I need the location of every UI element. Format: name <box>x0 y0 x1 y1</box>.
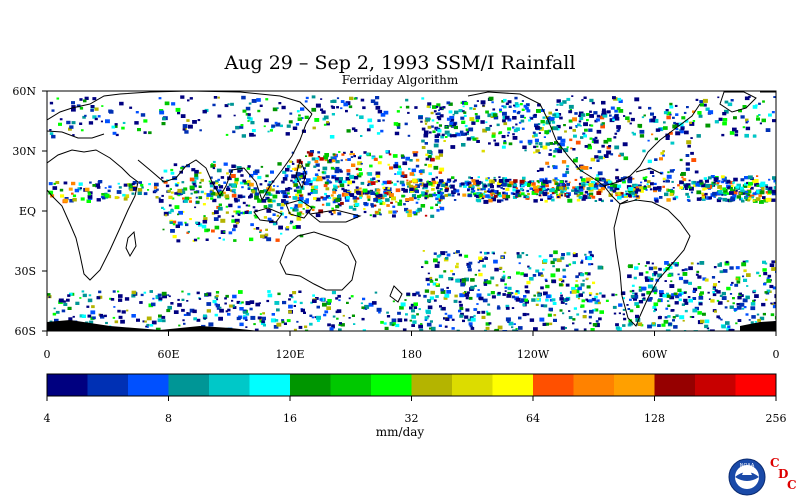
precip-field <box>47 95 776 331</box>
colorbar-swatch <box>452 374 493 396</box>
colorbar-swatch <box>168 374 210 396</box>
lon-label: 0 <box>773 348 780 361</box>
lon-label: 0 <box>44 348 51 361</box>
lon-label: 60W <box>642 348 668 361</box>
lat-label: EQ <box>19 205 36 218</box>
colorbar <box>46 373 777 397</box>
colorbar-swatch <box>735 374 777 396</box>
colorbar-swatch <box>128 374 169 396</box>
colorbar-swatch <box>492 374 534 396</box>
colorbar-label: 8 <box>165 412 172 425</box>
noaa-logo: NOAA <box>728 458 766 496</box>
colorbar-unit: mm/day <box>375 425 425 439</box>
colorbar-swatch <box>290 374 331 396</box>
colorbar-swatch <box>249 374 291 396</box>
colorbar-swatch <box>330 374 372 396</box>
map-title: Aug 29 – Sep 2, 1993 SSM/I Rainfall <box>224 52 576 74</box>
colorbar-label: 64 <box>526 412 540 425</box>
map-subtitle: Ferriday Algorithm <box>341 73 459 87</box>
colorbar-swatch <box>371 374 412 396</box>
lon-label: 60E <box>157 348 179 361</box>
colorbar-label: 128 <box>644 412 665 425</box>
colorbar-label: 256 <box>766 412 787 425</box>
colorbar-swatch <box>654 374 696 396</box>
logo-letter-d: D <box>778 467 789 481</box>
colorbar-swatch <box>573 374 615 396</box>
colorbar-swatch <box>695 374 736 396</box>
coastlines <box>47 91 776 327</box>
colorbar-swatch <box>411 374 453 396</box>
lat-label: 60S <box>14 325 36 338</box>
colorbar-swatch <box>87 374 129 396</box>
colorbar-label: 4 <box>44 412 51 425</box>
lon-label: 120W <box>517 348 550 361</box>
logo-letter-c2: C <box>787 478 797 492</box>
lon-label: 120E <box>275 348 304 361</box>
colorbar-label: 16 <box>283 412 297 425</box>
colorbar-swatch <box>209 374 250 396</box>
lat-label: 30N <box>12 145 36 158</box>
colorbar-swatch <box>533 374 574 396</box>
lat-label: 30S <box>14 265 36 278</box>
logo-name: NOAA <box>740 463 755 469</box>
colorbar-swatch <box>614 374 655 396</box>
logo-letter-c1: C <box>770 456 780 470</box>
colorbar-swatch <box>47 374 88 396</box>
colorbar-label: 32 <box>405 412 419 425</box>
lat-label: 60N <box>12 85 36 98</box>
lon-label: 180 <box>401 348 422 361</box>
